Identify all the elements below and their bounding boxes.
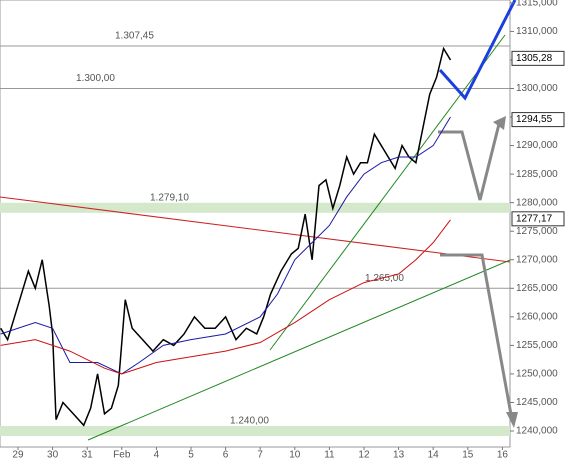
support-line bbox=[87, 259, 511, 441]
price-line bbox=[0, 116, 451, 375]
level-band bbox=[0, 426, 510, 437]
level-label: 1.300,00 bbox=[76, 73, 115, 84]
y-tick-label: 1285,000 bbox=[516, 169, 558, 180]
y-tick-label: 1280,000 bbox=[516, 197, 558, 208]
y-tick-label: 1245,000 bbox=[516, 397, 558, 408]
level-label: 1.307,45 bbox=[115, 31, 154, 42]
y-tick-label: 1255,000 bbox=[516, 340, 558, 351]
forecast-arrow-gray-down bbox=[440, 253, 514, 421]
forecast-arrow-blue bbox=[438, 0, 517, 101]
level-label: 1.240,00 bbox=[230, 416, 269, 427]
price-line bbox=[0, 219, 451, 375]
y-tick-label: 1315,000 bbox=[516, 0, 558, 8]
level-label: 1.265,00 bbox=[365, 273, 404, 284]
x-tick-label: 30 bbox=[47, 450, 59, 461]
x-tick-label: 12 bbox=[358, 450, 370, 461]
y-tick-label: 1250,000 bbox=[516, 369, 558, 380]
level-band bbox=[0, 202, 510, 213]
x-tick-label: 31 bbox=[82, 450, 94, 461]
price-tag bbox=[511, 112, 565, 128]
x-tick-label: 6 bbox=[223, 450, 229, 461]
y-tick-label: 1290,000 bbox=[516, 140, 558, 151]
forecast-arrow-gray bbox=[438, 119, 502, 201]
x-tick-label: 13 bbox=[393, 450, 405, 461]
x-tick-label: 11 bbox=[324, 450, 335, 461]
x-tick-label: 10 bbox=[289, 450, 301, 461]
y-tick-label: 1270,000 bbox=[516, 254, 558, 265]
x-tick-label: 7 bbox=[257, 450, 263, 461]
y-tick-label: 1275,000 bbox=[516, 226, 558, 237]
y-tick-label: 1260,000 bbox=[516, 311, 558, 322]
x-tick-label: Feb bbox=[113, 450, 131, 461]
price-tag-label: 1277,17 bbox=[516, 213, 553, 224]
x-tick-label: 15 bbox=[462, 450, 474, 461]
x-tick-label: 29 bbox=[12, 450, 24, 461]
y-tick-label: 1265,000 bbox=[516, 283, 558, 294]
x-tick-label: 5 bbox=[188, 450, 194, 461]
y-tick-label: 1310,000 bbox=[516, 26, 558, 37]
price-line bbox=[0, 46, 452, 427]
level-label: 1.279,10 bbox=[150, 192, 189, 203]
y-tick-label: 1300,000 bbox=[516, 83, 558, 94]
price-tag bbox=[511, 50, 565, 66]
x-tick-label: 16 bbox=[497, 450, 509, 461]
arrow-head bbox=[506, 412, 518, 428]
y-tick-label: 1240,000 bbox=[516, 426, 558, 437]
price-tag-label: 1305,28 bbox=[516, 53, 553, 64]
price-tag-label: 1294,55 bbox=[516, 114, 553, 125]
arrow-head bbox=[493, 116, 506, 130]
x-tick-label: 14 bbox=[428, 450, 440, 461]
steep-trendline bbox=[269, 34, 506, 351]
x-tick-label: 4 bbox=[154, 450, 160, 461]
plot-area bbox=[0, 0, 511, 448]
price-tag bbox=[511, 211, 565, 227]
